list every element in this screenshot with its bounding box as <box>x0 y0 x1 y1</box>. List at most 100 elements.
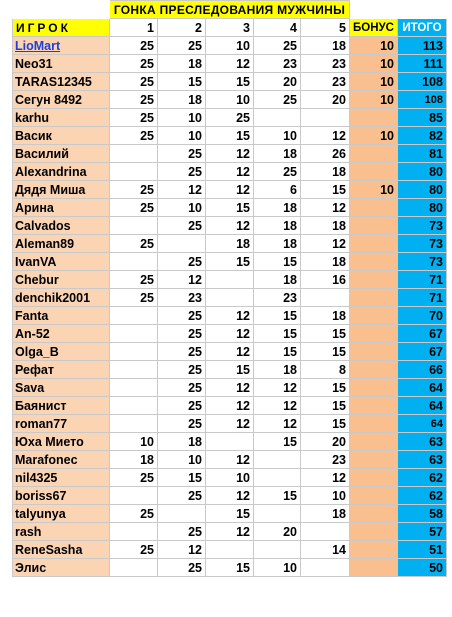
round-4-score[interactable]: 23 <box>253 288 301 307</box>
total-cell[interactable]: 73 <box>396 234 447 253</box>
round-3-score[interactable]: 15 <box>205 504 254 523</box>
round-5-score[interactable]: 12 <box>300 468 350 487</box>
bonus-cell[interactable] <box>349 216 398 235</box>
round-5-score[interactable]: 23 <box>300 54 350 73</box>
round-4-score[interactable]: 20 <box>253 522 301 541</box>
round-1-score[interactable] <box>109 216 158 235</box>
round-4-score[interactable]: 15 <box>253 306 301 325</box>
round-2-score[interactable]: 18 <box>157 432 206 451</box>
round-5-score[interactable] <box>300 108 350 127</box>
round-1-score[interactable] <box>109 324 158 343</box>
round-5-score[interactable]: 18 <box>300 252 350 271</box>
round-4-score[interactable]: 12 <box>253 378 301 397</box>
round-2-score[interactable]: 25 <box>157 342 206 361</box>
round-1-score[interactable]: 25 <box>109 90 158 109</box>
round-4-score[interactable]: 18 <box>253 360 301 379</box>
header-round-2[interactable]: 2 <box>157 18 206 37</box>
total-cell[interactable]: 70 <box>396 306 447 325</box>
round-1-score[interactable]: 25 <box>109 288 158 307</box>
round-4-score[interactable]: 18 <box>253 144 301 163</box>
round-3-score[interactable]: 10 <box>205 468 254 487</box>
round-1-score[interactable] <box>109 144 158 163</box>
round-3-score[interactable]: 12 <box>205 378 254 397</box>
round-5-score[interactable] <box>300 522 350 541</box>
header-total[interactable]: ИТОГО <box>396 18 447 37</box>
round-1-score[interactable] <box>109 252 158 271</box>
round-2-score[interactable]: 25 <box>157 414 206 433</box>
round-2-score[interactable] <box>157 504 206 523</box>
round-1-score[interactable] <box>109 522 158 541</box>
round-4-score[interactable] <box>253 504 301 523</box>
bonus-cell[interactable] <box>349 234 398 253</box>
player-name-cell[interactable]: karhu <box>12 108 110 127</box>
bonus-cell[interactable] <box>349 540 398 559</box>
total-cell[interactable]: 113 <box>396 36 447 55</box>
round-2-score[interactable]: 25 <box>157 558 206 577</box>
round-2-score[interactable]: 10 <box>157 108 206 127</box>
round-3-score[interactable]: 12 <box>205 306 254 325</box>
round-4-score[interactable]: 23 <box>253 54 301 73</box>
bonus-cell[interactable] <box>349 360 398 379</box>
total-cell[interactable]: 71 <box>396 288 447 307</box>
round-1-score[interactable] <box>109 342 158 361</box>
total-cell[interactable]: 58 <box>396 504 447 523</box>
round-2-score[interactable]: 25 <box>157 252 206 271</box>
round-3-score[interactable]: 15 <box>205 72 254 91</box>
player-name-cell[interactable]: Sava <box>12 378 110 397</box>
player-name-cell[interactable]: TARAS12345 <box>12 72 110 91</box>
total-cell[interactable]: 64 <box>396 378 447 397</box>
round-3-score[interactable]: 12 <box>205 216 254 235</box>
round-2-score[interactable]: 25 <box>157 216 206 235</box>
total-cell[interactable]: 62 <box>396 468 447 487</box>
player-name-cell[interactable]: Элис <box>12 558 110 577</box>
player-name-cell[interactable]: denchik2001 <box>12 288 110 307</box>
round-2-score[interactable]: 10 <box>157 126 206 145</box>
bonus-cell[interactable] <box>349 558 398 577</box>
round-3-score[interactable]: 12 <box>205 144 254 163</box>
round-4-score[interactable] <box>253 540 301 559</box>
bonus-cell[interactable] <box>349 378 398 397</box>
round-3-score[interactable] <box>205 288 254 307</box>
bonus-cell[interactable] <box>349 144 398 163</box>
round-5-score[interactable]: 15 <box>300 414 350 433</box>
round-4-score[interactable]: 18 <box>253 198 301 217</box>
round-5-score[interactable]: 18 <box>300 306 350 325</box>
bonus-cell[interactable]: 10 <box>349 90 398 109</box>
round-2-score[interactable]: 25 <box>157 522 206 541</box>
round-2-score[interactable]: 23 <box>157 288 206 307</box>
round-4-score[interactable]: 10 <box>253 558 301 577</box>
player-name-cell[interactable]: Рефат <box>12 360 110 379</box>
round-1-score[interactable] <box>109 378 158 397</box>
round-2-score[interactable]: 12 <box>157 180 206 199</box>
bonus-cell[interactable] <box>349 396 398 415</box>
total-cell[interactable]: 73 <box>396 252 447 271</box>
round-3-score[interactable]: 15 <box>205 126 254 145</box>
round-3-score[interactable]: 12 <box>205 162 254 181</box>
bonus-cell[interactable] <box>349 306 398 325</box>
round-5-score[interactable]: 12 <box>300 126 350 145</box>
player-name-cell[interactable]: Neo31 <box>12 54 110 73</box>
round-2-score[interactable]: 18 <box>157 90 206 109</box>
round-2-score[interactable]: 25 <box>157 486 206 505</box>
round-5-score[interactable]: 15 <box>300 378 350 397</box>
total-cell[interactable]: 64 <box>396 414 447 433</box>
round-5-score[interactable]: 8 <box>300 360 350 379</box>
header-round-3[interactable]: 3 <box>205 18 254 37</box>
round-4-score[interactable]: 15 <box>253 324 301 343</box>
round-2-score[interactable]: 10 <box>157 450 206 469</box>
blank-cell[interactable] <box>349 0 398 19</box>
total-cell[interactable]: 108 <box>396 72 447 91</box>
player-name-cell[interactable]: Aleman89 <box>12 234 110 253</box>
round-3-score[interactable]: 12 <box>205 180 254 199</box>
round-5-score[interactable]: 15 <box>300 342 350 361</box>
total-cell[interactable]: 80 <box>396 180 447 199</box>
round-2-score[interactable]: 25 <box>157 396 206 415</box>
round-1-score[interactable]: 25 <box>109 234 158 253</box>
round-5-score[interactable]: 12 <box>300 198 350 217</box>
round-4-score[interactable]: 25 <box>253 36 301 55</box>
round-1-score[interactable]: 25 <box>109 36 158 55</box>
round-3-score[interactable]: 25 <box>205 108 254 127</box>
bonus-cell[interactable] <box>349 486 398 505</box>
round-3-score[interactable]: 15 <box>205 198 254 217</box>
round-4-score[interactable]: 15 <box>253 252 301 271</box>
